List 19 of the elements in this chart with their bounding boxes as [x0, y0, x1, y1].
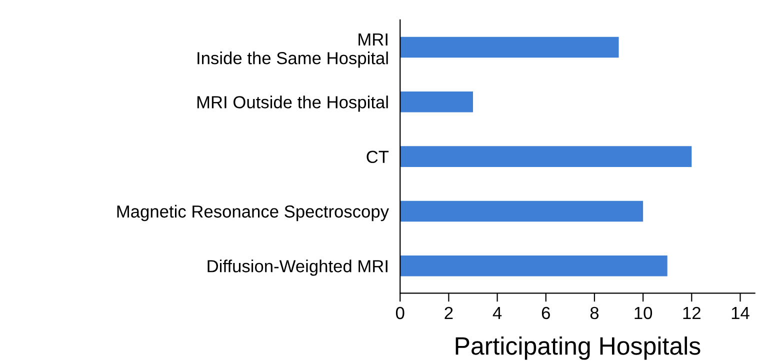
bar [400, 92, 473, 112]
y-tick-label: Diffusion-Weighted MRI [208, 260, 388, 276]
x-tick-label: 0 [396, 306, 404, 320]
bar [400, 256, 668, 276]
x-tick-label: 14 [732, 307, 750, 319]
x-tick-label: 10 [634, 306, 652, 320]
x-tick-label: 4 [492, 307, 502, 319]
bar [400, 200, 644, 222]
y-tick-label: MRI Outside the Hospital [197, 96, 388, 112]
y-tick-label: CT [366, 150, 389, 164]
x-tick-label: 2 [444, 306, 453, 319]
x-tick-label: 6 [542, 306, 550, 320]
x-tick-label: 8 [590, 306, 599, 320]
x-axis-title: Participating Hospitals [456, 336, 700, 360]
bar [400, 146, 692, 167]
y-tick-label: MRI Inside the Same Hospital [198, 33, 388, 68]
y-tick-label: Magnetic Resonance Spectroscopy [117, 204, 389, 222]
bar [400, 36, 619, 58]
x-tick-label: 12 [683, 306, 700, 319]
